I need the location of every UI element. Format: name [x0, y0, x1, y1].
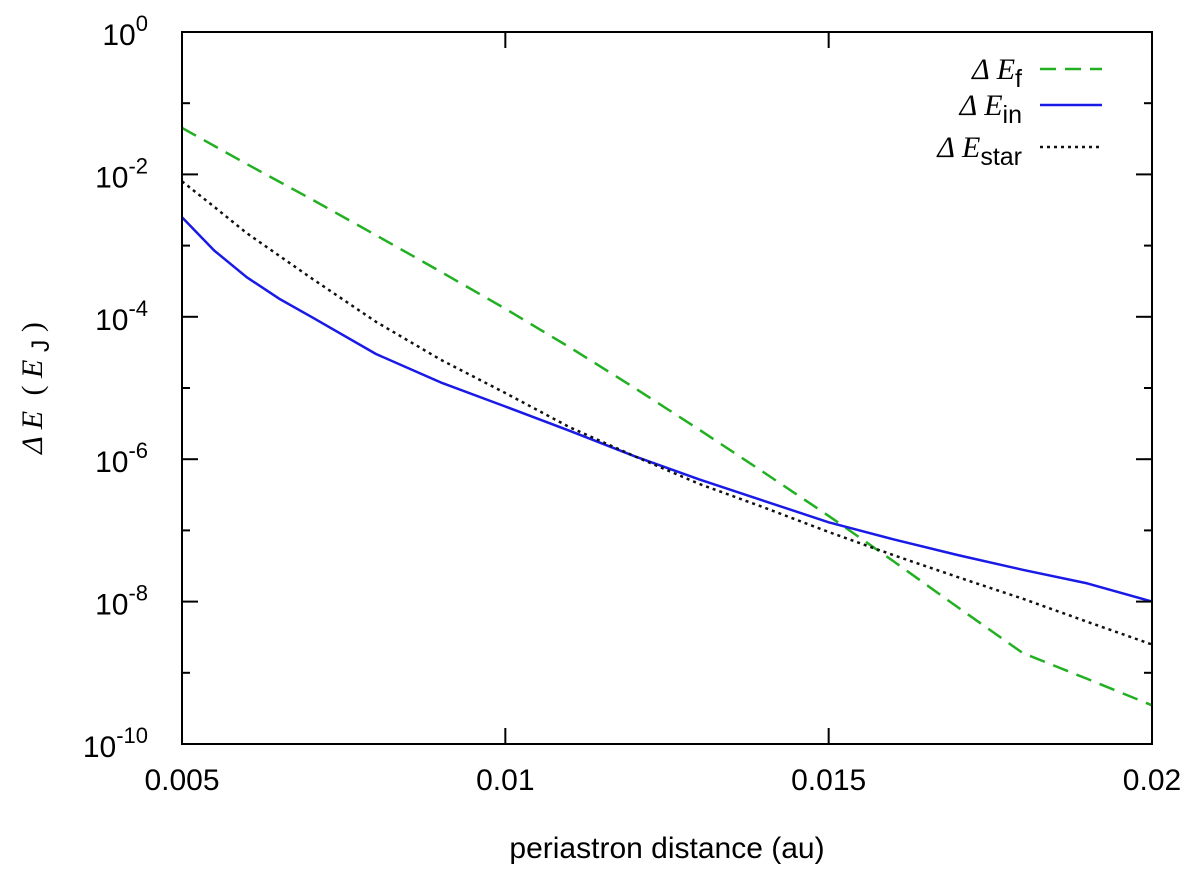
y-tick-label: 100 — [102, 11, 148, 52]
x-tick-label: 0.01 — [476, 764, 534, 797]
x-tick-label: 0.015 — [791, 764, 866, 797]
y-tick-label-exponent: -8 — [128, 581, 148, 606]
y-tick-label: 10-2 — [95, 153, 148, 194]
y-axis-label-open: ( — [16, 385, 49, 395]
legend-label-symbol: Δ E — [936, 131, 980, 164]
y-tick-label-exponent: -2 — [128, 153, 148, 178]
x-tick-label: 0.02 — [1123, 764, 1181, 797]
y-tick-label-exponent: -6 — [128, 438, 148, 463]
y-tick-label-base: 10 — [102, 19, 135, 52]
x-axis-label: periastron distance (au) — [509, 832, 824, 865]
y-tick-label-base: 10 — [95, 304, 128, 337]
x-tick-labels: 0.005 0.01 0.015 0.02 — [144, 764, 1181, 797]
legend-label-subscript: f — [1015, 65, 1022, 93]
legend-label-f: Δ Ef — [971, 53, 1022, 93]
plot-frame — [181, 31, 1153, 745]
y-tick-label-base: 10 — [83, 731, 116, 764]
x-tick-label: 0.005 — [144, 764, 219, 797]
legend-label-star: Δ Estar — [936, 131, 1022, 171]
y-tick-label-exponent: -10 — [116, 723, 148, 748]
y-tick-label-exponent: -4 — [128, 296, 148, 321]
legend-label-symbol: Δ E — [971, 53, 1015, 86]
y-tick-label: 10-4 — [95, 296, 148, 337]
y-tick-label-base: 10 — [95, 446, 128, 479]
y-axis-label-close: ) — [16, 322, 49, 332]
y-tick-label: 10-10 — [83, 723, 148, 764]
svg-text:Δ E ( E J: Δ E ( E J ) — [16, 322, 56, 455]
y-axis-label-unit: E — [16, 360, 49, 379]
y-axis-label-symbol: Δ E — [16, 411, 49, 455]
y-tick-label-exponent: 0 — [136, 11, 148, 36]
series-line-in — [181, 216, 1153, 603]
y-tick-label-base: 10 — [95, 589, 128, 622]
legend-label-in: Δ Ein — [959, 89, 1022, 129]
series-line-f — [181, 126, 1153, 707]
legend-label-subscript: star — [980, 143, 1022, 171]
series-group — [181, 126, 1153, 707]
y-tick-label: 10-6 — [95, 438, 148, 479]
legend-label-subscript: in — [1003, 101, 1022, 129]
y-tick-label: 10-8 — [95, 581, 148, 622]
series-line-star — [181, 180, 1153, 646]
y-axis-label: Δ E ( E J ) — [16, 322, 56, 455]
legend-label-symbol: Δ E — [959, 89, 1003, 122]
tick-marks — [181, 31, 1153, 745]
y-axis-label-unit-sub: J — [27, 340, 55, 353]
y-tick-label-base: 10 — [95, 161, 128, 194]
